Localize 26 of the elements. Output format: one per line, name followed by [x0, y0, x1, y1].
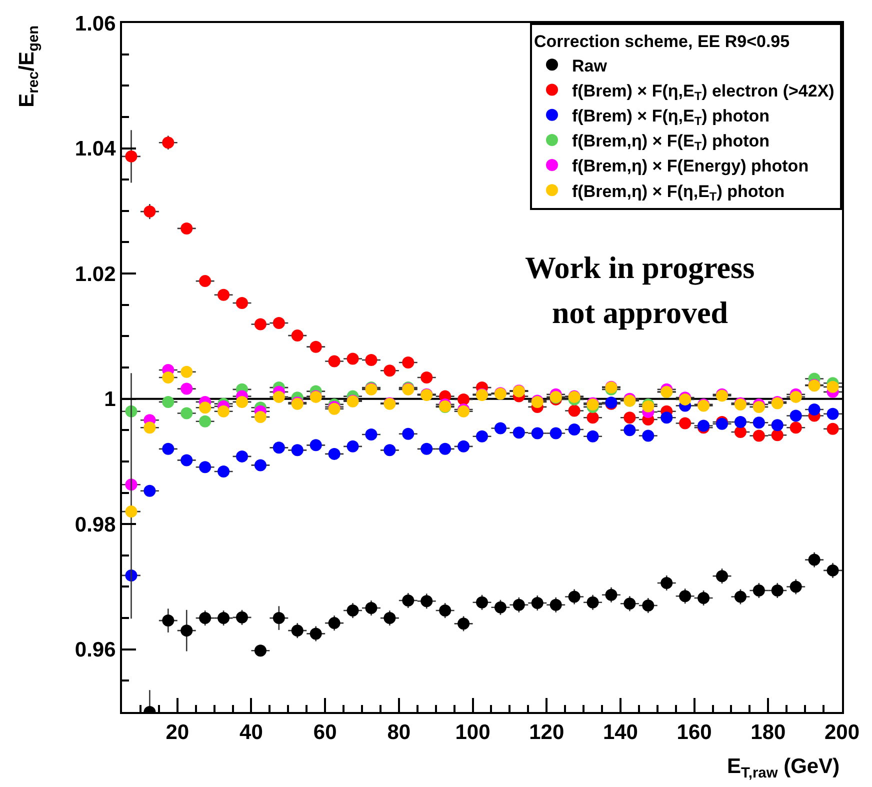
legend-label: f(Brem) × F(η,E$_{T}$) electron (>42X)	[572, 81, 834, 103]
x-tick-label: 200	[824, 721, 860, 744]
y-tick-label: 0.98	[74, 513, 116, 536]
x-tick-label: 100	[455, 721, 490, 744]
y-tick-label: 1	[104, 388, 116, 412]
x-tick-label: 120	[529, 721, 564, 744]
legend-label: f(Brem,η) × F(η,E$_{T}$) photon	[572, 182, 785, 204]
y-tick-label: 1.02	[74, 262, 116, 286]
legend-label: f(Brem,η) × F(Energy) photon	[572, 156, 809, 176]
x-tick-label: 180	[750, 721, 786, 744]
legend-title: Correction scheme, EE R9<0.95	[534, 32, 790, 52]
x-tick-label: 80	[387, 721, 411, 744]
y-tick-label: 0.96	[74, 638, 116, 662]
legend-label: f(Brem) × F(η,E$_{T}$) photon	[572, 106, 770, 128]
x-tick-label: 20	[166, 721, 190, 744]
x-axis-title: E$_{T,raw}$ (GeV)	[727, 755, 840, 782]
x-tick-label: 40	[240, 721, 263, 744]
y-tick-label: 1.04	[74, 138, 116, 161]
legend-label: f(Brem,η) × F(E$_{T}$) photon	[572, 132, 770, 154]
x-tick-label: 60	[313, 721, 337, 744]
annotation: not approved	[552, 295, 728, 330]
legend-label: Raw	[572, 56, 608, 76]
annotation: Work in progress	[525, 250, 755, 285]
y-tick-label: 1.06	[74, 12, 116, 36]
x-tick-label: 160	[676, 721, 712, 744]
x-tick-label: 140	[602, 721, 638, 744]
